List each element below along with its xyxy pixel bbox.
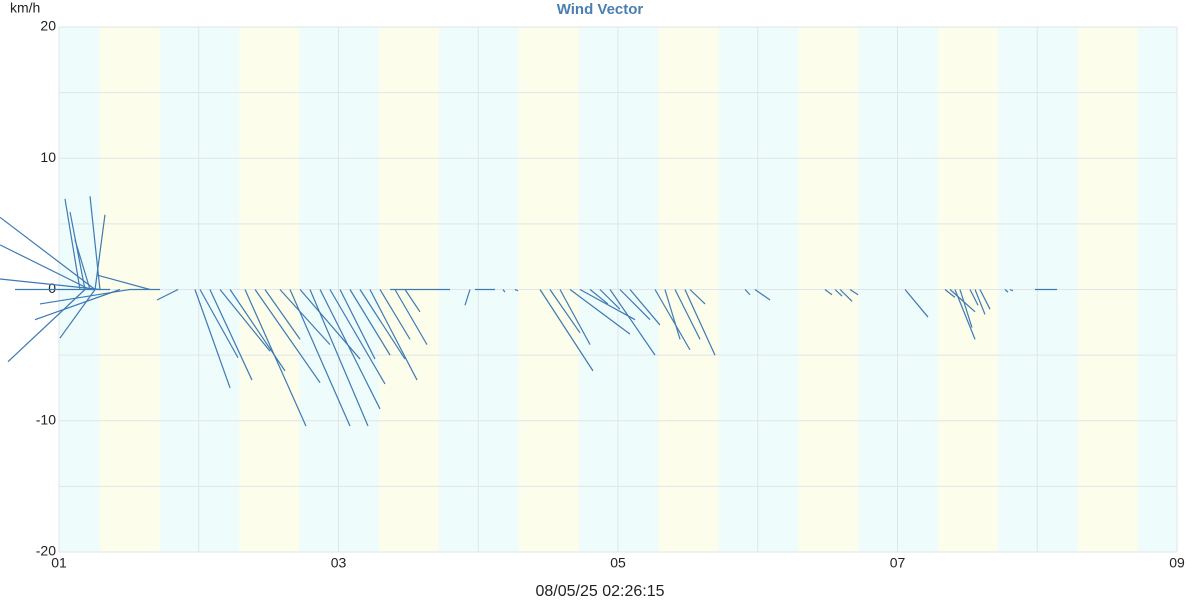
wind-vector	[954, 289, 976, 340]
wind-vector	[0, 244, 91, 291]
wind-vector	[949, 289, 976, 313]
wind-vector	[299, 289, 361, 360]
y-tick-label: -20	[36, 543, 56, 559]
wind-vector	[539, 289, 594, 372]
wind-vector	[319, 289, 381, 410]
wind-vector	[974, 289, 986, 315]
wind-vector	[7, 289, 86, 363]
wind-vector	[559, 289, 591, 345]
wind-vector	[89, 196, 101, 290]
wind-vector	[684, 289, 716, 356]
wind-vector	[464, 289, 471, 306]
x-tick-label: 03	[331, 555, 347, 571]
wind-vector	[849, 288, 859, 296]
chart-title: Wind Vector	[557, 1, 644, 18]
wind-vector	[264, 289, 301, 340]
wind-vector	[579, 288, 636, 321]
wind-vector	[549, 289, 581, 334]
x-tick-label: 05	[610, 555, 626, 571]
wind-vector	[664, 289, 681, 340]
wind-vector	[339, 289, 376, 360]
wind-vector	[744, 289, 751, 296]
wind-vector	[979, 289, 991, 310]
wind-vector	[969, 289, 979, 306]
y-tick-label: 10	[40, 149, 56, 165]
wind-vector	[1004, 289, 1009, 293]
wind-vector	[289, 289, 351, 427]
wind-vector	[96, 274, 151, 291]
x-tick-label: 07	[890, 555, 906, 571]
wind-vector	[0, 216, 96, 290]
wind-vector	[674, 289, 701, 340]
wind-vector	[369, 289, 418, 381]
y-tick-label: -10	[36, 411, 56, 427]
wind-vector	[944, 289, 956, 298]
wind-vector	[359, 289, 406, 360]
wind-vector	[74, 239, 91, 290]
wind-vector	[254, 289, 321, 384]
y-tick-label: 20	[40, 18, 56, 34]
wind-vector	[609, 289, 656, 356]
wind-vector	[824, 289, 833, 296]
wind-vector	[34, 288, 121, 321]
wind-vector	[69, 211, 86, 290]
wind-vector	[59, 289, 96, 339]
wind-vector	[0, 278, 101, 291]
wind-vector	[904, 289, 929, 318]
wind-vector	[589, 289, 609, 305]
wind-vector	[209, 289, 253, 381]
wind-vector	[404, 289, 421, 313]
y-unit: km/h	[10, 0, 40, 16]
wind-vector	[194, 289, 231, 389]
wind-vector	[156, 288, 179, 301]
wind-vector	[199, 289, 239, 359]
wind-vector	[689, 289, 706, 305]
wind-vector	[629, 289, 661, 326]
wind-vector	[64, 198, 81, 290]
wind-vector	[839, 289, 853, 302]
wind-vector	[244, 289, 307, 427]
wind-vector	[279, 289, 331, 346]
wind-vector	[514, 288, 519, 292]
wind-vector	[329, 289, 386, 385]
x-tick-label: 09	[1169, 555, 1185, 571]
wind-vector	[1009, 288, 1014, 292]
wind-vector	[959, 289, 973, 328]
wind-vector	[619, 289, 651, 321]
wind-vector	[394, 289, 428, 345]
wind-vector	[39, 288, 131, 305]
wind-vector	[599, 289, 621, 310]
x-tick-label: 01	[51, 555, 67, 571]
wind-vector	[219, 289, 271, 352]
wind-vector	[349, 289, 391, 356]
wind-vector	[569, 289, 631, 335]
wind-vector	[309, 289, 369, 427]
wind-vector	[502, 289, 506, 293]
timestamp: 08/05/25 02:26:15	[535, 583, 664, 600]
wind-vector	[654, 289, 691, 351]
y-tick-label: 0	[48, 280, 56, 296]
wind-vector	[379, 289, 411, 340]
wind-vector	[94, 214, 106, 290]
wind-vector	[834, 289, 843, 297]
wind-vector	[754, 289, 771, 301]
